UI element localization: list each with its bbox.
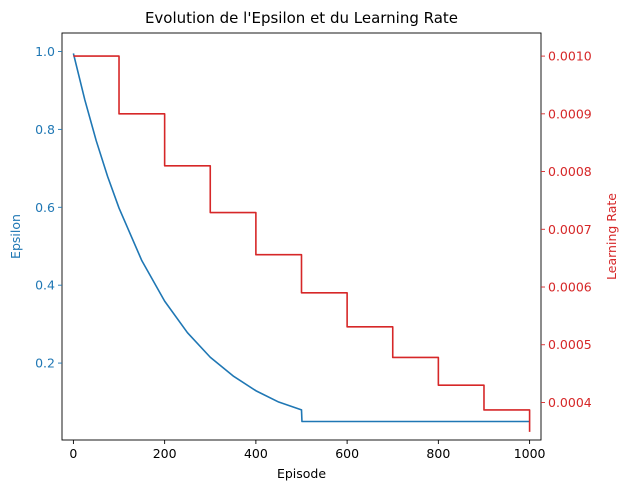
y-left-tick-label: 0.2: [35, 356, 55, 371]
x-tick-label: 600: [335, 446, 359, 461]
y-right-tick-label: 0.0005: [548, 337, 592, 352]
y-right-tick-label: 0.0009: [548, 106, 592, 121]
y-right-tick-label: 0.0008: [548, 164, 592, 179]
y-right-tick-label: 0.0006: [548, 280, 592, 295]
x-axis-label: Episode: [277, 466, 326, 481]
y-axis-right: 0.0004 0.0005 0.0006 0.0007 0.0008 0.0009 0.00…: [541, 49, 592, 410]
x-tick-label: 1000: [514, 446, 546, 461]
x-tick-label: 0: [69, 446, 77, 461]
y-axis-left: 0.2 0.4 0.6 0.8 1.0: [35, 44, 62, 371]
x-tick-label: 400: [244, 446, 268, 461]
y-axis-right-label: Learning Rate: [604, 193, 619, 280]
plot-area: [61, 32, 542, 441]
y-left-tick-label: 0.6: [35, 200, 55, 215]
y-left-tick-label: 0.8: [35, 122, 55, 137]
epsilon-series-line: [72, 53, 530, 423]
x-tick-label: 200: [153, 446, 177, 461]
x-axis: 0 200 400 600 800 1000: [69, 440, 546, 461]
y-right-tick-label: 0.0010: [548, 49, 592, 64]
chart-title: Evolution de l'Epsilon et du Learning Ra…: [145, 9, 458, 27]
learning-rate-series-line: [73, 55, 531, 432]
y-left-tick-label: 1.0: [35, 44, 55, 59]
y-axis-left-label: Epsilon: [8, 214, 23, 259]
y-left-tick-label: 0.4: [35, 278, 55, 293]
plot-frame: [61, 32, 542, 441]
y-right-tick-label: 0.0007: [548, 222, 592, 237]
x-tick-label: 800: [426, 446, 450, 461]
y-right-tick-label: 0.0004: [548, 395, 592, 410]
